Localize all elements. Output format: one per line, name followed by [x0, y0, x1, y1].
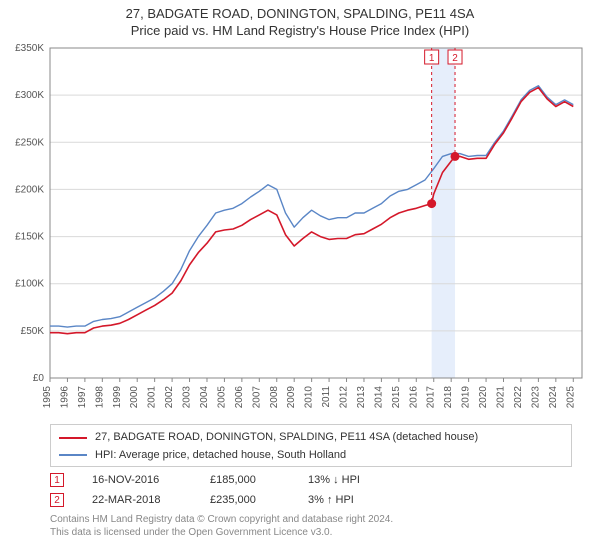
svg-text:2025: 2025	[565, 386, 576, 409]
svg-text:2015: 2015	[391, 386, 402, 409]
sale-marker: 2	[50, 493, 64, 507]
chart-title-block: 27, BADGATE ROAD, DONINGTON, SPALDING, P…	[0, 0, 600, 38]
sale-date: 22-MAR-2018	[92, 494, 182, 506]
svg-text:2018: 2018	[443, 386, 454, 409]
svg-text:1997: 1997	[77, 386, 88, 409]
legend: 27, BADGATE ROAD, DONINGTON, SPALDING, P…	[50, 424, 572, 467]
svg-text:2007: 2007	[251, 386, 262, 409]
svg-text:£150K: £150K	[15, 232, 44, 243]
svg-text:£0: £0	[33, 373, 45, 384]
price-chart: £0 £50K £100K £150K £200K £250K £300K £350K 1995…	[0, 38, 600, 418]
sale-date: 16-NOV-2016	[92, 474, 182, 486]
svg-text:£100K: £100K	[15, 279, 44, 290]
svg-text:1996: 1996	[59, 386, 70, 409]
svg-text:1: 1	[429, 53, 435, 64]
footer-attribution: Contains HM Land Registry data © Crown c…	[50, 513, 572, 539]
svg-text:2000: 2000	[129, 386, 140, 409]
sale-row: 1 16-NOV-2016 £185,000 13% ↓ HPI	[50, 473, 572, 487]
sale-marker: 1	[50, 473, 64, 487]
chart-container: £0 £50K £100K £150K £200K £250K £300K £350K 1995…	[0, 38, 600, 418]
svg-text:2014: 2014	[373, 386, 384, 409]
svg-text:1995: 1995	[42, 386, 53, 409]
svg-text:2003: 2003	[182, 386, 193, 409]
svg-text:2006: 2006	[234, 386, 245, 409]
legend-label: HPI: Average price, detached house, Sout…	[95, 447, 346, 465]
sales-table: 1 16-NOV-2016 £185,000 13% ↓ HPI 2 22-MAR-201…	[50, 473, 572, 507]
svg-text:2021: 2021	[496, 386, 507, 409]
svg-text:2023: 2023	[530, 386, 541, 409]
chart-subtitle: Price paid vs. HM Land Registry's House …	[0, 23, 600, 38]
svg-text:2013: 2013	[356, 386, 367, 409]
sale-price: £235,000	[210, 494, 280, 506]
svg-text:2016: 2016	[408, 386, 419, 409]
svg-text:£350K: £350K	[15, 43, 44, 54]
svg-text:2: 2	[452, 53, 458, 64]
svg-text:2020: 2020	[478, 386, 489, 409]
svg-text:2022: 2022	[513, 386, 524, 409]
legend-item: HPI: Average price, detached house, Sout…	[59, 447, 563, 465]
svg-text:2004: 2004	[199, 386, 210, 409]
svg-text:£50K: £50K	[21, 326, 45, 337]
svg-text:2009: 2009	[286, 386, 297, 409]
svg-text:2008: 2008	[269, 386, 280, 409]
svg-text:2017: 2017	[426, 386, 437, 409]
legend-swatch	[59, 454, 87, 456]
svg-text:1998: 1998	[94, 386, 105, 409]
sale-hpi-diff: 13% ↓ HPI	[308, 474, 398, 486]
svg-text:2002: 2002	[164, 386, 175, 409]
sale-row: 2 22-MAR-2018 £235,000 3% ↑ HPI	[50, 493, 572, 507]
footer-line-2: This data is licensed under the Open Gov…	[50, 526, 572, 539]
svg-text:2024: 2024	[548, 386, 559, 409]
legend-label: 27, BADGATE ROAD, DONINGTON, SPALDING, P…	[95, 429, 478, 447]
svg-text:2019: 2019	[461, 386, 472, 409]
footer-line-1: Contains HM Land Registry data © Crown c…	[50, 513, 572, 526]
svg-text:2010: 2010	[304, 386, 315, 409]
svg-text:2011: 2011	[321, 386, 332, 408]
svg-text:2005: 2005	[216, 386, 227, 409]
legend-item: 27, BADGATE ROAD, DONINGTON, SPALDING, P…	[59, 429, 563, 447]
legend-swatch	[59, 437, 87, 439]
svg-text:£250K: £250K	[15, 137, 44, 148]
sale-price: £185,000	[210, 474, 280, 486]
svg-text:£200K: £200K	[15, 184, 44, 195]
chart-title: 27, BADGATE ROAD, DONINGTON, SPALDING, P…	[0, 6, 600, 21]
svg-text:2012: 2012	[339, 386, 350, 409]
svg-text:1999: 1999	[112, 386, 123, 409]
svg-text:£300K: £300K	[15, 90, 44, 101]
svg-text:2001: 2001	[147, 386, 158, 409]
sale-hpi-diff: 3% ↑ HPI	[308, 494, 398, 506]
